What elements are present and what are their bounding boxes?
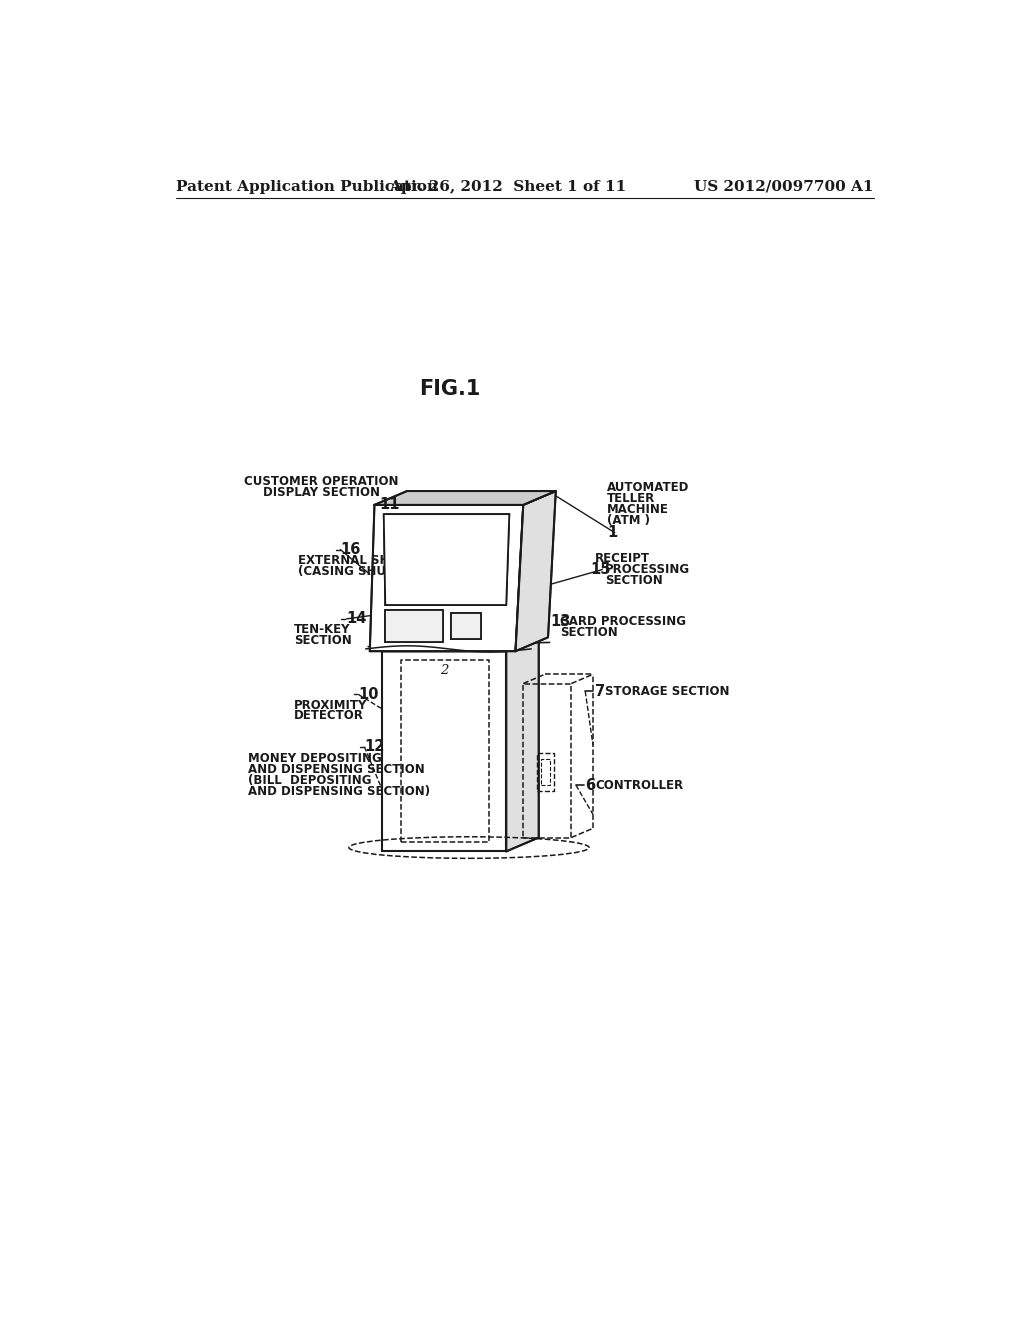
Text: Patent Application Publication: Patent Application Publication [176, 180, 438, 194]
Text: AND DISPENSING SECTION): AND DISPENSING SECTION) [248, 785, 430, 797]
Polygon shape [506, 638, 539, 851]
Polygon shape [382, 651, 506, 851]
Text: CARD PROCESSING: CARD PROCESSING [560, 615, 686, 628]
Text: CUSTOMER OPERATION: CUSTOMER OPERATION [245, 475, 399, 488]
Text: TEN-KEY: TEN-KEY [294, 623, 350, 636]
Polygon shape [385, 610, 443, 642]
Text: 15: 15 [590, 562, 610, 577]
Text: STORAGE SECTION: STORAGE SECTION [605, 685, 730, 698]
Text: US 2012/0097700 A1: US 2012/0097700 A1 [694, 180, 873, 194]
Text: 12: 12 [365, 739, 385, 754]
Polygon shape [515, 491, 556, 651]
Polygon shape [382, 638, 539, 651]
Text: (ATM ): (ATM ) [607, 513, 650, 527]
Text: EXTERNAL SHUTTER: EXTERNAL SHUTTER [299, 554, 433, 566]
Text: DETECTOR: DETECTOR [294, 709, 364, 722]
Text: AND DISPENSING SECTION: AND DISPENSING SECTION [248, 763, 425, 776]
Text: TELLER: TELLER [607, 492, 655, 506]
Text: 16: 16 [340, 543, 360, 557]
Text: MACHINE: MACHINE [607, 503, 669, 516]
Text: 1: 1 [607, 525, 617, 540]
Text: PROXIMITY: PROXIMITY [294, 698, 368, 711]
Text: (BILL  DEPOSITING: (BILL DEPOSITING [248, 774, 372, 787]
Text: DISPLAY SECTION: DISPLAY SECTION [263, 486, 380, 499]
Text: SECTION: SECTION [560, 626, 618, 639]
Text: CONTROLLER: CONTROLLER [595, 779, 683, 792]
Text: 6: 6 [586, 777, 595, 793]
Text: 11: 11 [379, 498, 399, 512]
Text: 13: 13 [550, 614, 570, 630]
Polygon shape [384, 515, 509, 605]
Text: AUTOMATED: AUTOMATED [607, 482, 689, 495]
Text: SECTION: SECTION [604, 574, 663, 587]
Text: PROCESSING: PROCESSING [604, 564, 690, 576]
Text: 14: 14 [346, 611, 367, 627]
Text: 10: 10 [358, 686, 379, 702]
Text: SECTION: SECTION [294, 634, 351, 647]
Text: MONEY DEPOSITING: MONEY DEPOSITING [248, 752, 382, 766]
Polygon shape [452, 612, 480, 639]
Text: 2: 2 [440, 664, 449, 677]
Text: RECEIPT: RECEIPT [595, 552, 650, 565]
Polygon shape [375, 491, 556, 506]
Text: 7: 7 [595, 684, 605, 698]
Text: (CASING SHUTTER): (CASING SHUTTER) [299, 565, 426, 578]
Text: Apr. 26, 2012  Sheet 1 of 11: Apr. 26, 2012 Sheet 1 of 11 [389, 180, 627, 194]
Text: FIG.1: FIG.1 [419, 379, 480, 400]
Polygon shape [370, 506, 523, 651]
